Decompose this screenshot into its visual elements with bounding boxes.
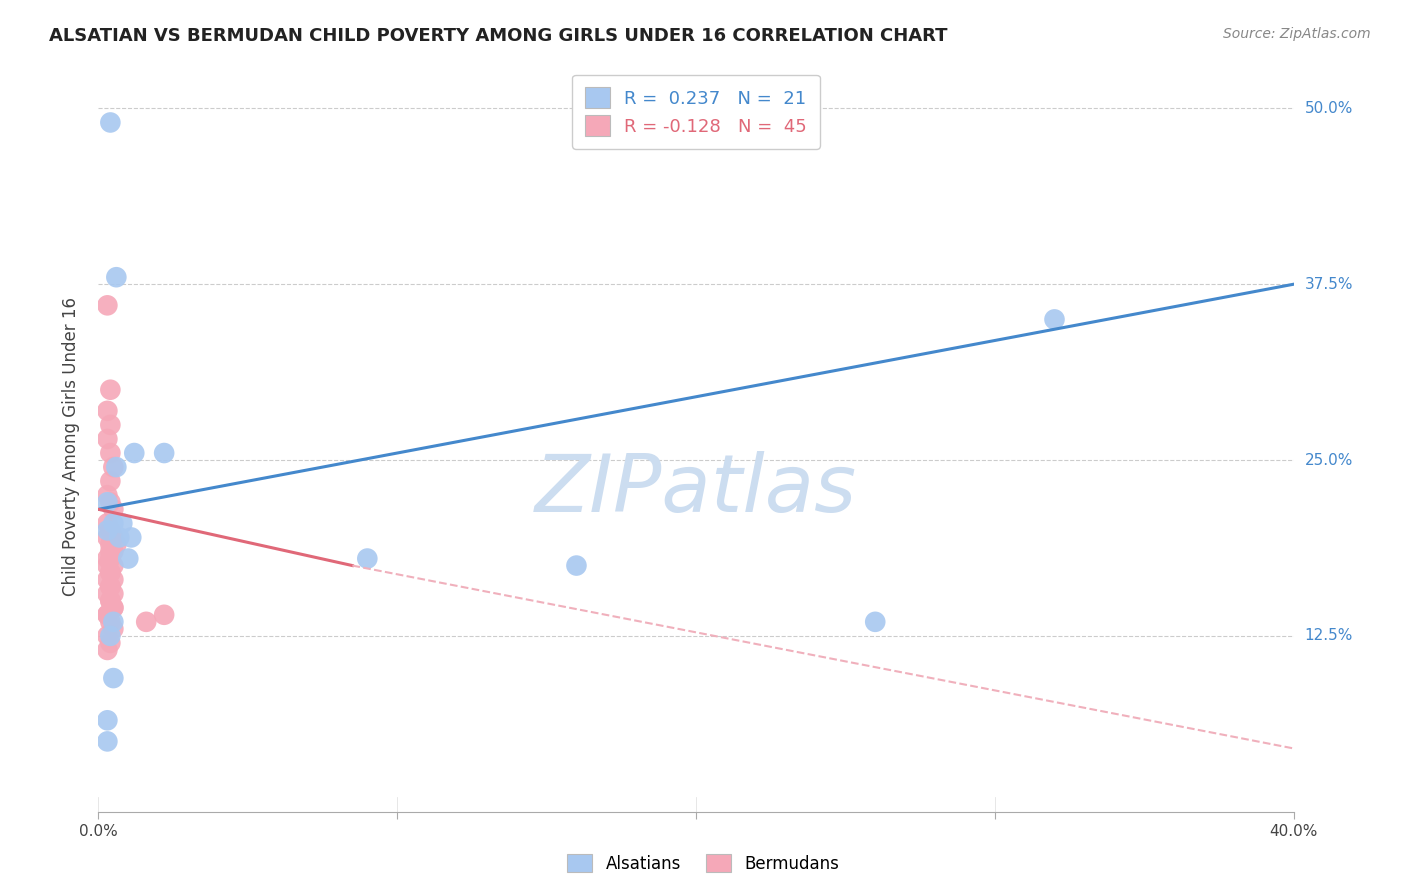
Point [105, 270, 128, 285]
Point [120, 530, 142, 544]
Point [103, 615, 125, 629]
Text: 50.0%: 50.0% [1305, 101, 1353, 116]
Text: Source: ZipAtlas.com: Source: ZipAtlas.com [1223, 27, 1371, 41]
Point [356, 551, 378, 566]
Y-axis label: Child Poverty Among Girls Under 16: Child Poverty Among Girls Under 16 [62, 296, 80, 596]
Point [103, 587, 125, 601]
Point [108, 530, 131, 544]
Point [98, 636, 122, 650]
Point [111, 516, 134, 531]
Point [96, 495, 118, 509]
Text: 37.5%: 37.5% [1305, 277, 1353, 292]
Point [96, 607, 118, 622]
Point [98, 115, 122, 129]
Point [153, 607, 176, 622]
Point [103, 622, 125, 636]
Point [135, 615, 157, 629]
Text: 12.5%: 12.5% [1305, 628, 1353, 643]
Point [565, 558, 588, 573]
Point [96, 516, 118, 531]
Point [105, 460, 128, 475]
Point [103, 544, 125, 558]
Point [117, 551, 139, 566]
Point [96, 551, 118, 566]
Legend: Alsatians, Bermudans: Alsatians, Bermudans [561, 847, 845, 880]
Point [98, 417, 122, 432]
Point [98, 446, 122, 460]
Point [96, 629, 118, 643]
Point [98, 580, 122, 594]
Point [103, 573, 125, 587]
Point [103, 600, 125, 615]
Point [103, 671, 125, 685]
Point [96, 734, 118, 748]
Point [124, 446, 146, 460]
Point [96, 573, 118, 587]
Point [98, 537, 122, 551]
Point [98, 551, 122, 566]
Point [96, 587, 118, 601]
Point [96, 298, 118, 312]
Point [103, 530, 125, 544]
Point [96, 432, 118, 446]
Point [96, 643, 118, 657]
Point [96, 558, 118, 573]
Point [96, 488, 118, 502]
Point [103, 600, 125, 615]
Point [98, 566, 122, 580]
Point [98, 629, 122, 643]
Point [96, 607, 118, 622]
Point [98, 524, 122, 538]
Point [96, 530, 118, 544]
Point [1043, 312, 1066, 326]
Point [98, 615, 122, 629]
Point [865, 615, 887, 629]
Point [98, 566, 122, 580]
Point [103, 516, 125, 531]
Text: 25.0%: 25.0% [1305, 452, 1353, 467]
Point [98, 544, 122, 558]
Point [103, 502, 125, 516]
Point [96, 524, 118, 538]
Legend: R =  0.237   N =  21, R = -0.128   N =  45: R = 0.237 N = 21, R = -0.128 N = 45 [572, 75, 820, 149]
Text: ZIPatlas: ZIPatlas [534, 450, 858, 529]
Point [105, 537, 128, 551]
Text: ALSATIAN VS BERMUDAN CHILD POVERTY AMONG GIRLS UNDER 16 CORRELATION CHART: ALSATIAN VS BERMUDAN CHILD POVERTY AMONG… [49, 27, 948, 45]
Point [98, 524, 122, 538]
Point [103, 460, 125, 475]
Point [98, 593, 122, 607]
Point [98, 593, 122, 607]
Point [98, 495, 122, 509]
Point [98, 474, 122, 488]
Point [96, 714, 118, 728]
Point [96, 404, 118, 418]
Point [103, 558, 125, 573]
Point [98, 580, 122, 594]
Point [98, 383, 122, 397]
Point [153, 446, 176, 460]
